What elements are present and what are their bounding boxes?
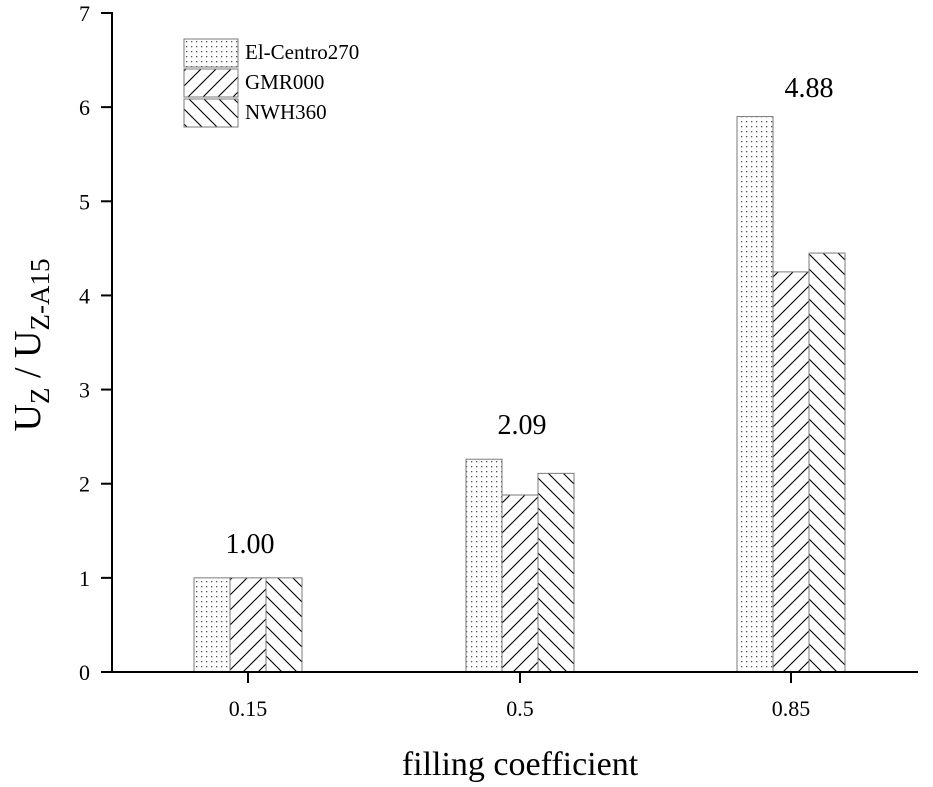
y-axis-title-sub2: Z-A15 <box>25 259 55 331</box>
y-axis-title-sep: / U <box>7 331 49 388</box>
bar-nwh360-0.15 <box>265 577 303 673</box>
legend-swatch-gmr000 <box>183 68 239 98</box>
x-tick-label-2: 0.85 <box>772 696 811 721</box>
bar-nwh360-0.5 <box>537 472 575 673</box>
legend: El-Centro270 GMR000 NWH360 <box>183 38 359 128</box>
y-axis-title-main: U <box>7 404 49 431</box>
y-tick-label-5: 5 <box>79 189 90 214</box>
y-axis-ticks: 0 1 2 3 4 5 6 7 <box>79 1 112 685</box>
legend-swatch-nwh360 <box>183 98 239 128</box>
y-tick-label-1: 1 <box>79 566 90 591</box>
y-tick-label-3: 3 <box>79 378 90 403</box>
group-annotation-2: 4.88 <box>785 73 834 104</box>
bar-gmr000-0.85 <box>772 271 810 673</box>
bar-el-centro270-0.15 <box>193 577 231 673</box>
group-annotation-1: 2.09 <box>498 410 547 441</box>
x-tick-label-0: 0.15 <box>229 696 268 721</box>
bar-el-centro270-0.85 <box>736 116 774 673</box>
bar-value-labels: 1.00 2.09 4.88 <box>226 73 834 560</box>
bar-nwh360-0.85 <box>808 252 846 673</box>
legend-label-nwh360: NWH360 <box>245 100 327 124</box>
y-tick-label-0: 0 <box>79 660 90 685</box>
x-axis-ticks: 0.15 0.5 0.85 <box>229 672 811 721</box>
legend-label-el-centro270: El-Centro270 <box>245 40 359 64</box>
y-axis-title: UZ / UZ-A15 <box>7 259 55 432</box>
bar-gmr000-0.15 <box>229 577 267 673</box>
x-tick-label-1: 0.5 <box>506 696 534 721</box>
y-tick-label-2: 2 <box>79 472 90 497</box>
legend-label-gmr000: GMR000 <box>245 70 324 94</box>
y-tick-label-6: 6 <box>79 95 90 120</box>
legend-swatch-el-centro270 <box>183 38 239 68</box>
y-tick-label-7: 7 <box>79 1 90 26</box>
x-axis-title: filling coefficient <box>402 746 639 783</box>
bar-gmr000-0.5 <box>501 494 539 673</box>
y-axis-title-sub1: Z <box>25 388 55 405</box>
group-annotation-0: 1.00 <box>226 529 275 560</box>
bar-el-centro270-0.5 <box>465 458 503 673</box>
bars-layer <box>193 116 846 673</box>
y-tick-label-4: 4 <box>79 283 90 308</box>
